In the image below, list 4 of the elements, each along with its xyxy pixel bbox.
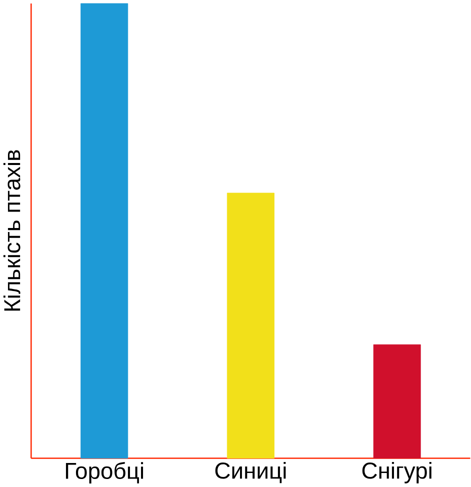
x-tick-label: Горобці	[66, 462, 144, 484]
x-tick-label: Синиці	[215, 462, 286, 484]
y-axis-title: Кількість птахів	[4, 150, 20, 311]
x-tick-label: Снігурі	[362, 462, 432, 484]
